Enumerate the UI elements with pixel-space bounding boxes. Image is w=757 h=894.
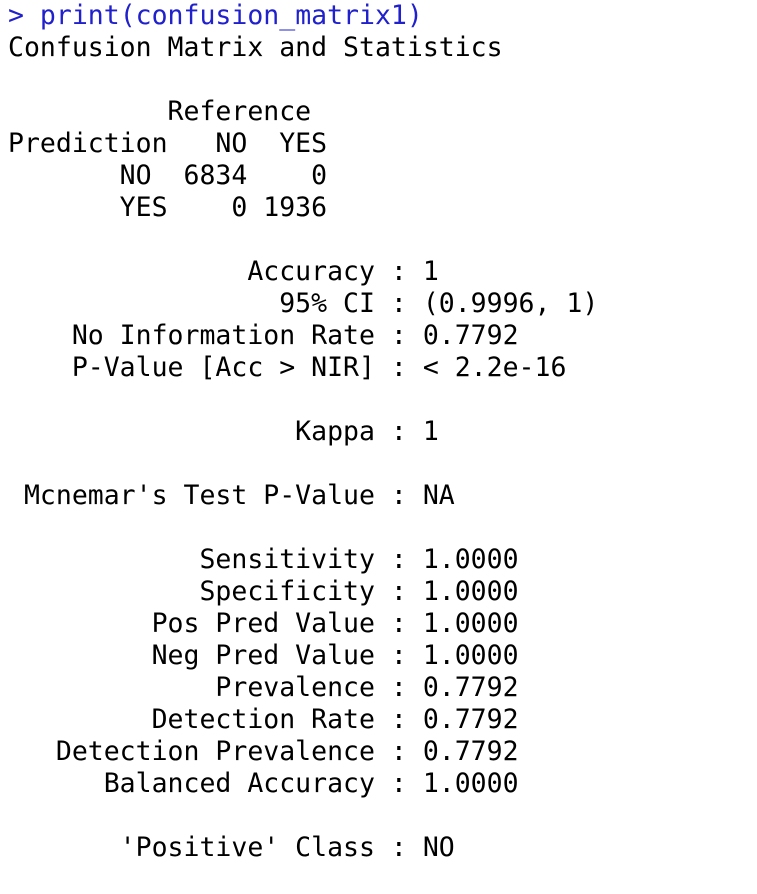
stat-specificity: Specificity : 1.0000 [8,576,519,607]
stat-balanced-accuracy: Balanced Accuracy : 1.0000 [8,768,519,799]
stat-sensitivity: Sensitivity : 1.0000 [8,544,519,575]
matrix-row-yes: YES 0 1936 [8,192,328,223]
blank-line [8,64,753,96]
output-title: Confusion Matrix and Statistics [8,32,503,63]
console-prompt: > [8,0,40,31]
r-console: > print(confusion_matrix1) Confusion Mat… [8,0,753,864]
matrix-column-header: Prediction NO YES [8,128,328,159]
command-line: > print(confusion_matrix1) [8,0,753,32]
blank-line [8,224,753,256]
stat-no-information-rate: No Information Rate : 0.7792 [8,320,519,351]
matrix-row-no: NO 6834 0 [8,160,328,191]
stat-accuracy: Accuracy : 1 [8,256,439,287]
stat-p-value: P-Value [Acc > NIR] : < 2.2e-16 [8,352,567,383]
blank-line [8,512,753,544]
stat-neg-pred-value: Neg Pred Value : 1.0000 [8,640,519,671]
stat-prevalence: Prevalence : 0.7792 [8,672,519,703]
stat-pos-pred-value: Pos Pred Value : 1.0000 [8,608,519,639]
blank-line [8,384,753,416]
stat-mcnemar: Mcnemar's Test P-Value : NA [8,480,455,511]
stat-kappa: Kappa : 1 [8,416,439,447]
blank-line [8,448,753,480]
matrix-reference-header: Reference [8,96,312,127]
command-text: print(confusion_matrix1) [39,0,423,31]
stat-detection-prevalence: Detection Prevalence : 0.7792 [8,736,519,767]
stat-95-ci: 95% CI : (0.9996, 1) [8,288,599,319]
stat-positive-class: 'Positive' Class : NO [8,832,455,863]
blank-line [8,800,753,832]
stat-detection-rate: Detection Rate : 0.7792 [8,704,519,735]
